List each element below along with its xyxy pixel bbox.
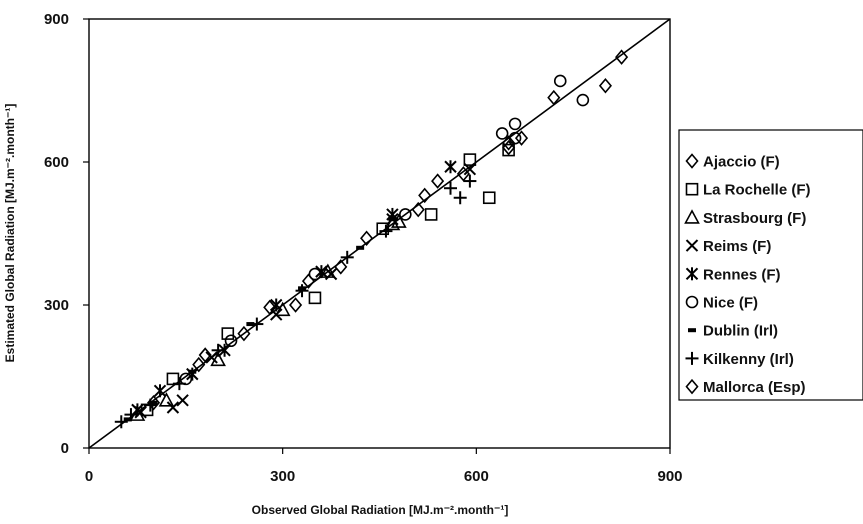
legend-marker [685, 239, 699, 252]
data-point [124, 408, 138, 422]
data-point [224, 334, 238, 348]
data-point [547, 89, 561, 106]
data-point [553, 74, 567, 88]
data-point [340, 250, 354, 264]
data-point [153, 384, 167, 398]
data-point [308, 291, 322, 305]
x-tick-label: 300 [270, 468, 295, 485]
x-tick-label: 600 [464, 468, 489, 485]
data-point [508, 117, 522, 131]
data-point [211, 343, 225, 357]
data-point [598, 77, 612, 94]
data-point [514, 130, 529, 146]
data-point [360, 230, 374, 247]
data-point [149, 400, 158, 405]
legend-marker [685, 267, 699, 281]
legend-label: Kilkenny (Irl) [703, 351, 794, 368]
data-point [444, 160, 457, 174]
legend-label: Strasbourg (F) [703, 210, 806, 227]
data-point [289, 297, 303, 313]
data-point [482, 191, 496, 205]
x-axis-title: Observed Global Radiation [MJ.m⁻².month⁻… [252, 503, 509, 517]
data-point [192, 356, 206, 373]
legend-marker [685, 182, 699, 196]
data-point [308, 267, 322, 281]
data-point [158, 392, 175, 407]
data-point [463, 162, 477, 176]
data-point [143, 398, 157, 412]
y-axis-title: Estimated Global Radiation [MJ.m⁻².month… [3, 104, 17, 363]
legend-label: Dublin (Irl) [703, 323, 778, 340]
data-point [237, 325, 251, 342]
data-point [295, 284, 309, 298]
data-point [495, 127, 509, 140]
data-point [356, 245, 365, 250]
data-point [388, 217, 397, 222]
x-tick-label: 900 [657, 468, 682, 485]
legend-label: Reims (F) [703, 238, 771, 255]
y-tick-label: 300 [44, 297, 69, 314]
data-point [198, 347, 212, 363]
data-point [399, 208, 412, 221]
data-point [424, 208, 438, 221]
legend: Ajaccio (F) La Rochelle (F) Strasbourg (F)… [678, 129, 863, 401]
data-point [463, 153, 477, 166]
data-point [114, 415, 128, 429]
data-point [270, 298, 283, 312]
data-point [123, 417, 132, 422]
data-point [379, 224, 393, 238]
data-point [188, 369, 197, 374]
legend-marker [684, 209, 700, 224]
legend-box [678, 129, 863, 401]
legend-label: La Rochelle (F) [703, 182, 811, 199]
data-point [502, 143, 515, 157]
data-point [166, 401, 180, 414]
x-tick-label: 0 [85, 468, 93, 485]
data-point [172, 377, 186, 391]
axes: 0 300 600 900 0 300 600 900 [44, 11, 683, 485]
legend-label: Mallorca (Esp) [703, 379, 806, 396]
data-point [411, 201, 425, 218]
data-point [453, 191, 467, 205]
data-point [502, 135, 516, 151]
y-tick-label: 900 [44, 11, 69, 28]
data-point [334, 259, 348, 275]
legend-marker [685, 153, 699, 169]
data-point [615, 49, 629, 65]
data-point [463, 174, 477, 188]
legend-label: Rennes (F) [703, 266, 781, 283]
data-point [324, 267, 338, 281]
legend-label: Ajaccio (F) [703, 154, 780, 171]
data-point [418, 187, 432, 204]
data-point [250, 317, 264, 331]
data-point [576, 93, 590, 107]
data-point [205, 351, 218, 364]
data-point [444, 181, 458, 195]
legend-marker [685, 351, 699, 365]
data-point [263, 299, 277, 316]
data-point [221, 327, 235, 340]
legend-label: Nice (F) [703, 295, 758, 312]
data-point [315, 265, 328, 279]
data-point [431, 173, 445, 189]
y-tick-label: 0 [61, 440, 69, 457]
data-point [176, 394, 189, 407]
legend-marker [688, 328, 696, 333]
data-points [114, 49, 629, 429]
legend-marker [685, 378, 699, 395]
y-tick-label: 600 [44, 154, 69, 171]
legend-marker [685, 295, 699, 309]
